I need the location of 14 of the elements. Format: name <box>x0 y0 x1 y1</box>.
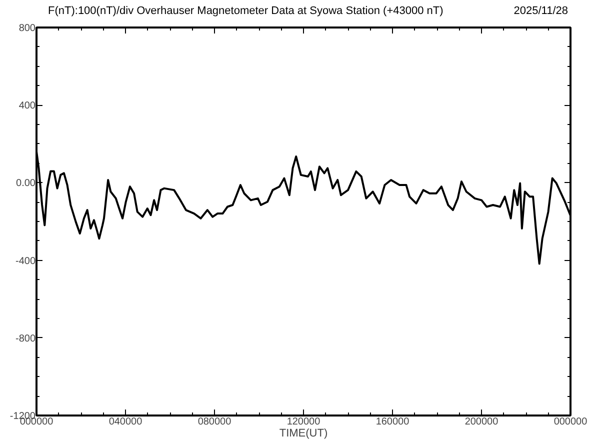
x-tick-label: 160000 <box>376 416 410 428</box>
y-tick-label: 400 <box>18 100 36 112</box>
x-tick-label: 080000 <box>198 416 232 428</box>
y-tick-label: -800 <box>15 333 36 344</box>
y-tick-label: 0.00 <box>16 178 36 190</box>
x-tick-label: 120000 <box>286 416 321 428</box>
text: 2025/11/28 <box>514 4 568 18</box>
x-axis-title: TIME(UT) <box>279 428 328 440</box>
chart-title: F(nT):100(nT)/div Overhauser Magnetometer Data at Syowa Station (+43000 nT) <box>48 4 444 18</box>
y-tick-label: 800 <box>18 23 36 34</box>
x-tick-label: 200000 <box>464 416 499 428</box>
y-tick-label: -400 <box>15 256 36 267</box>
x-tick-label: 000000 <box>554 416 588 428</box>
x-tick-label: 040000 <box>108 416 143 428</box>
